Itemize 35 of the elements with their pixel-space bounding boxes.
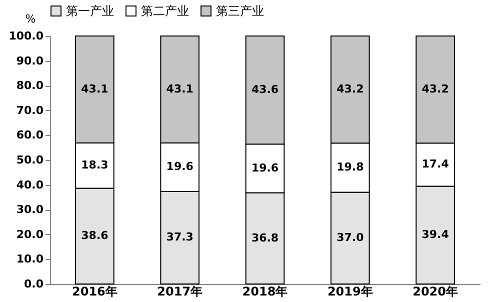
data-label: 37.0 xyxy=(336,231,364,244)
y-tick-label: 70.0 xyxy=(16,104,44,117)
data-label: 39.4 xyxy=(422,228,450,242)
y-tick-label: 100.0 xyxy=(8,30,44,42)
x-tick-label: 2017年 xyxy=(157,284,203,298)
legend-label: 第二产业 xyxy=(141,4,189,18)
data-label: 19.6 xyxy=(251,161,279,174)
data-label: 43.6 xyxy=(251,83,279,96)
data-label: 37.3 xyxy=(166,230,194,244)
data-label: 17.4 xyxy=(422,158,450,171)
y-tick-label: 90.0 xyxy=(16,54,44,68)
legend-label: 第一产业 xyxy=(66,4,114,18)
y-tick-label: 50.0 xyxy=(16,154,44,166)
data-label: 36.8 xyxy=(251,231,279,244)
x-tick-label: 2019年 xyxy=(327,284,373,298)
data-label: 43.1 xyxy=(81,82,108,96)
data-label: 43.2 xyxy=(336,82,364,96)
data-label: 19.6 xyxy=(166,160,194,174)
y-tick-label: 20.0 xyxy=(16,228,44,241)
data-label: 19.8 xyxy=(336,160,364,174)
data-label: 18.3 xyxy=(81,158,108,172)
x-tick-label: 2020年 xyxy=(412,284,458,298)
data-label: 43.1 xyxy=(166,82,194,96)
x-tick-label: 2016年 xyxy=(72,284,118,298)
y-tick-label: 60.0 xyxy=(16,128,44,142)
y-tick-label: 80.0 xyxy=(16,79,44,92)
data-label: 38.6 xyxy=(81,229,109,242)
y-axis-title: % xyxy=(25,12,36,26)
y-tick-label: 30.0 xyxy=(16,203,44,216)
data-label: 43.2 xyxy=(422,82,449,96)
y-tick-label: 10.0 xyxy=(16,252,44,266)
y-tick-label: 40.0 xyxy=(16,178,44,192)
legend-label: 第三产业 xyxy=(216,4,264,18)
x-tick-label: 2018年 xyxy=(242,284,288,298)
y-tick-label: 0.0 xyxy=(24,278,44,290)
